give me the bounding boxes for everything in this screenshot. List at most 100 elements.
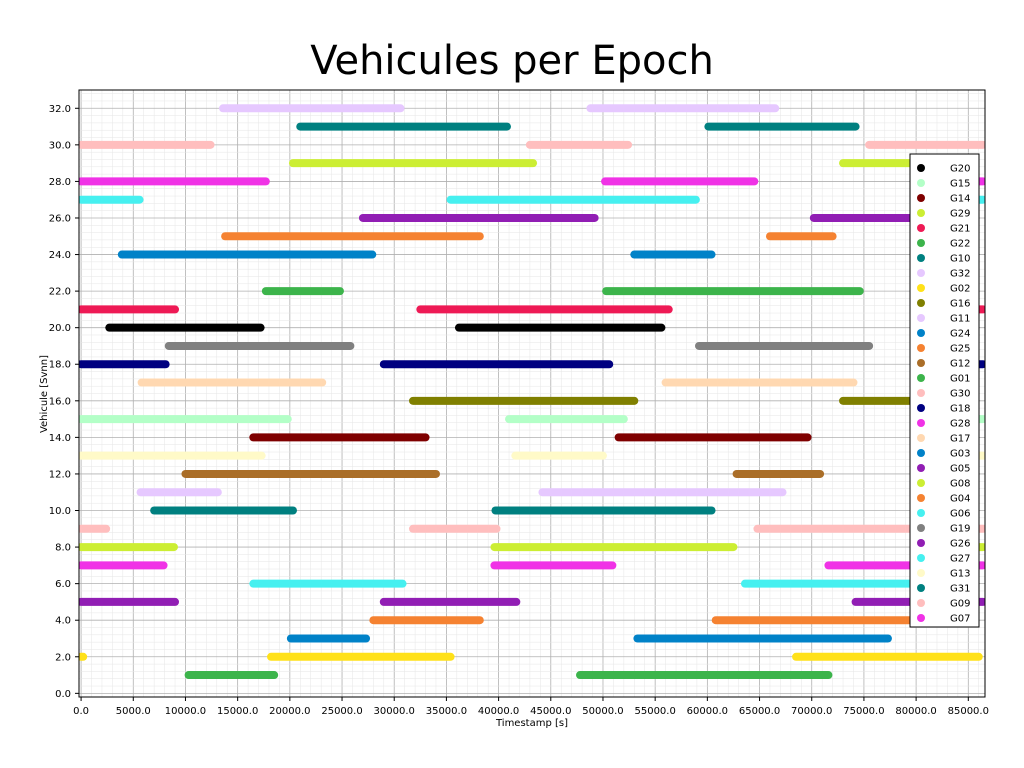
legend-marker <box>917 434 925 442</box>
y-tick-label: 26.0 <box>49 213 71 224</box>
legend-label: G27 <box>950 554 970 565</box>
legend-marker <box>917 269 925 277</box>
plot-frame <box>78 89 986 698</box>
legend-marker <box>917 179 925 187</box>
legend-item: G16 <box>917 299 970 310</box>
y-tick-label: 28.0 <box>49 177 71 188</box>
legend-marker <box>917 239 925 247</box>
legend-label: G02 <box>950 284 970 295</box>
legend-item: G07 <box>917 614 970 625</box>
legend-item: G28 <box>917 419 970 430</box>
y-tick-label: 0.0 <box>55 689 71 700</box>
legend-marker <box>917 449 925 457</box>
x-tick-label: 5000.0 <box>116 706 151 717</box>
x-tick-label: 50000.0 <box>582 706 623 717</box>
legend-label: G29 <box>950 209 970 220</box>
legend-label: G12 <box>950 359 970 370</box>
x-tick-label: 35000.0 <box>426 706 467 717</box>
legend-item: G19 <box>917 524 970 535</box>
legend-item: G04 <box>917 494 970 505</box>
legend-label: G13 <box>950 569 970 580</box>
legend-marker <box>917 419 925 427</box>
legend-marker <box>917 509 925 517</box>
x-tick-label: 55000.0 <box>634 706 675 717</box>
legend-label: G20 <box>950 164 970 175</box>
legend-label: G14 <box>950 194 970 205</box>
y-axis: 0.0 2.0 4.0 6.0 8.0 10.0 12.0 14.0 16.0 18.0 20.0 2… <box>49 104 79 700</box>
legend-marker <box>917 524 925 532</box>
legend-item: G02 <box>917 284 970 295</box>
y-tick-label: 30.0 <box>49 140 71 151</box>
x-tick-label: 85000.0 <box>948 706 989 717</box>
y-tick-label: 14.0 <box>49 433 71 444</box>
y-tick-label: 16.0 <box>49 396 71 407</box>
legend-marker <box>917 599 925 607</box>
legend-item: G20 <box>917 164 970 175</box>
legend-item: G30 <box>917 389 970 400</box>
legend-label: G24 <box>950 329 970 340</box>
x-tick-label: 80000.0 <box>895 706 936 717</box>
y-tick-label: 4.0 <box>55 616 71 627</box>
legend-marker <box>917 404 925 412</box>
x-tick-label: 60000.0 <box>687 706 728 717</box>
legend-item: G26 <box>917 539 970 550</box>
legend-label: G01 <box>950 374 970 385</box>
legend-marker <box>917 359 925 367</box>
legend-item: G11 <box>917 314 970 325</box>
legend-label: G03 <box>950 449 970 460</box>
y-tick-label: 6.0 <box>55 579 71 590</box>
y-tick-label: 18.0 <box>49 360 71 371</box>
legend-label: G30 <box>950 389 970 400</box>
x-tick-label: 75000.0 <box>843 706 884 717</box>
legend-label: G04 <box>950 494 970 505</box>
legend-label: G11 <box>950 314 970 325</box>
x-tick-label: 30000.0 <box>374 706 415 717</box>
x-tick-label: 45000.0 <box>530 706 571 717</box>
x-axis: 0.0 5000.0 10000.0 15000.0 20000.0 25000.0 300… <box>73 697 989 717</box>
legend: G20 G15 G14 G29 G21 G22 G10 G32 G02 G16 G11 G24 G25 G… <box>909 153 980 628</box>
y-tick-label: 12.0 <box>49 469 71 480</box>
legend-label: G16 <box>950 299 970 310</box>
legend-marker <box>917 329 925 337</box>
legend-label: G07 <box>950 614 970 625</box>
legend-marker <box>917 539 925 547</box>
data-series <box>79 104 985 680</box>
legend-item: G09 <box>917 599 970 610</box>
legend-marker <box>917 209 925 217</box>
x-tick-label: 65000.0 <box>739 706 780 717</box>
legend-item: G13 <box>917 569 970 580</box>
legend-marker <box>917 389 925 397</box>
legend-item: G17 <box>917 434 970 445</box>
legend-marker <box>917 284 925 292</box>
legend-item: G08 <box>917 479 970 490</box>
legend-label: G25 <box>950 344 970 355</box>
legend-label: G19 <box>950 524 970 535</box>
x-tick-label: 15000.0 <box>217 706 258 717</box>
legend-marker <box>917 194 925 202</box>
x-tick-label: 20000.0 <box>269 706 310 717</box>
legend-label: G28 <box>950 419 970 430</box>
legend-label: G18 <box>950 404 970 415</box>
legend-marker <box>917 479 925 487</box>
legend-item: G10 <box>917 254 970 265</box>
legend-label: G21 <box>950 224 970 235</box>
legend-label: G08 <box>950 479 970 490</box>
legend-label: G26 <box>950 539 970 550</box>
y-tick-label: 24.0 <box>49 250 71 261</box>
y-tick-label: 22.0 <box>49 287 71 298</box>
legend-item: G18 <box>917 404 970 415</box>
legend-marker <box>917 299 925 307</box>
legend-marker <box>917 464 925 472</box>
legend-marker <box>917 344 925 352</box>
x-tick-label: 0.0 <box>73 706 89 717</box>
y-axis-label: Vehicule [Svnn] <box>39 355 50 433</box>
legend-item: G15 <box>917 179 970 190</box>
legend-item: G05 <box>917 464 970 475</box>
legend-item: G06 <box>917 509 970 520</box>
legend-marker <box>917 494 925 502</box>
legend-marker <box>917 164 925 172</box>
legend-item: G25 <box>917 344 970 355</box>
legend-label: G15 <box>950 179 970 190</box>
legend-marker <box>917 374 925 382</box>
legend-label: G10 <box>950 254 970 265</box>
